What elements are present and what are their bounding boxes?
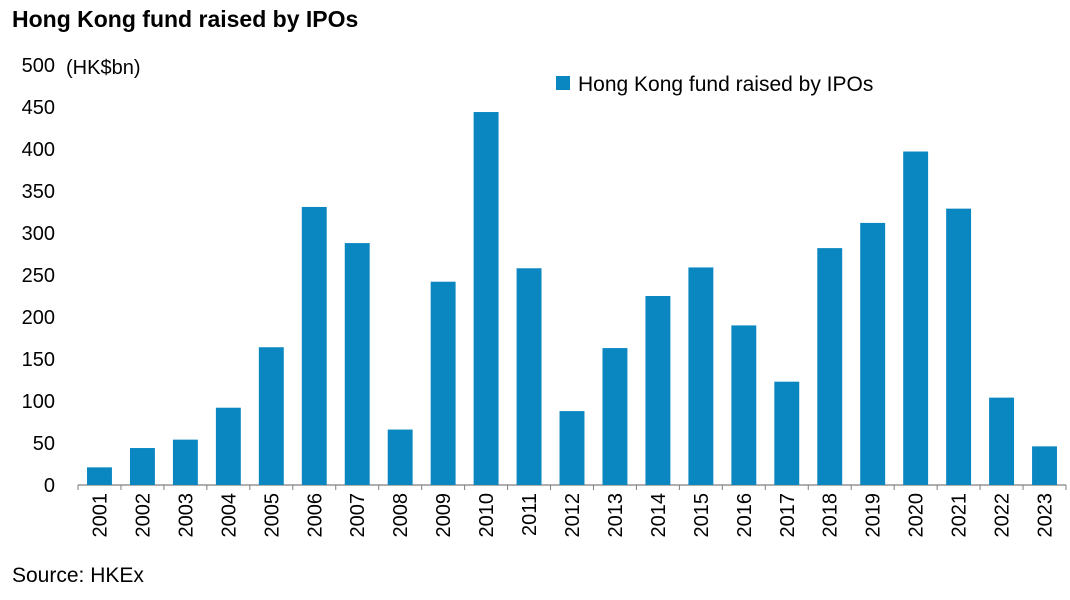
x-tick-label: 2013 bbox=[605, 493, 627, 538]
y-tick-label: 500 bbox=[22, 55, 55, 77]
bar bbox=[774, 381, 800, 485]
x-tick-label: 2023 bbox=[1035, 493, 1057, 538]
bar bbox=[172, 439, 198, 485]
x-tick-label: 2007 bbox=[347, 493, 369, 538]
legend-label: Hong Kong fund raised by IPOs bbox=[578, 73, 873, 96]
bar bbox=[129, 448, 155, 485]
bar bbox=[516, 268, 542, 485]
chart-title: Hong Kong fund raised by IPOs bbox=[12, 6, 359, 32]
bar bbox=[602, 348, 628, 485]
bar bbox=[688, 267, 714, 485]
bar bbox=[430, 281, 456, 485]
x-tick-label: 2016 bbox=[734, 493, 756, 538]
bar bbox=[946, 208, 972, 485]
x-tick-label: 2019 bbox=[863, 493, 885, 538]
x-tick-label: 2009 bbox=[433, 493, 455, 538]
bar bbox=[344, 243, 370, 485]
y-axis: 0 50 100 150 200 250 300 350 400 450 500 bbox=[22, 55, 55, 497]
x-tick-label: 2014 bbox=[648, 493, 670, 538]
x-tick-label: 2003 bbox=[175, 493, 197, 538]
x-tick-label: 2006 bbox=[304, 493, 326, 538]
y-tick-label: 100 bbox=[22, 391, 55, 413]
x-tick-label: 2022 bbox=[992, 493, 1014, 538]
bar bbox=[989, 397, 1015, 485]
x-tick-label: 2008 bbox=[390, 493, 412, 538]
legend-swatch bbox=[556, 76, 570, 90]
y-tick-label: 300 bbox=[22, 223, 55, 245]
y-tick-label: 250 bbox=[22, 265, 55, 287]
y-tick-label: 0 bbox=[44, 475, 55, 497]
y-tick-label: 50 bbox=[33, 433, 55, 455]
bar bbox=[860, 222, 886, 486]
y-axis-unit-label: (HK$bn) bbox=[66, 57, 140, 79]
x-tick-label: 2011 bbox=[519, 493, 541, 536]
bar bbox=[473, 112, 499, 485]
y-tick-label: 200 bbox=[22, 307, 55, 329]
x-tick-label: 2004 bbox=[218, 493, 240, 538]
bar bbox=[559, 411, 585, 485]
legend: Hong Kong fund raised by IPOs bbox=[556, 73, 873, 96]
bars bbox=[87, 112, 1057, 486]
bar bbox=[387, 429, 413, 485]
x-tick-label: 2002 bbox=[132, 493, 154, 538]
x-tick-label: 2012 bbox=[562, 493, 584, 538]
source-note: Source: HKEx bbox=[12, 564, 144, 587]
bar bbox=[817, 248, 843, 485]
x-tick-label: 2017 bbox=[777, 493, 799, 538]
x-axis: 2001 2002 2003 2004 2005 2006 2007 2008 2009 2010… bbox=[77, 484, 1067, 538]
y-tick-label: 400 bbox=[22, 139, 55, 161]
x-tick-label: 2005 bbox=[261, 493, 283, 538]
y-tick-label: 150 bbox=[22, 349, 55, 371]
x-tick-label: 2010 bbox=[476, 493, 498, 538]
x-tick-label: 2021 bbox=[949, 493, 971, 538]
bar bbox=[645, 296, 671, 485]
x-tick-label: 2020 bbox=[906, 493, 928, 538]
bar bbox=[215, 407, 241, 485]
x-tick-label: 2001 bbox=[89, 493, 111, 538]
bar bbox=[903, 151, 929, 485]
x-tick-label: 2018 bbox=[820, 493, 842, 538]
y-tick-label: 450 bbox=[22, 97, 55, 119]
bar bbox=[258, 347, 284, 485]
y-tick-label: 350 bbox=[22, 181, 55, 203]
bar bbox=[301, 206, 327, 485]
x-tick-label: 2015 bbox=[691, 493, 713, 538]
bar bbox=[1032, 446, 1057, 485]
bar bbox=[731, 325, 757, 485]
bar bbox=[87, 467, 112, 485]
